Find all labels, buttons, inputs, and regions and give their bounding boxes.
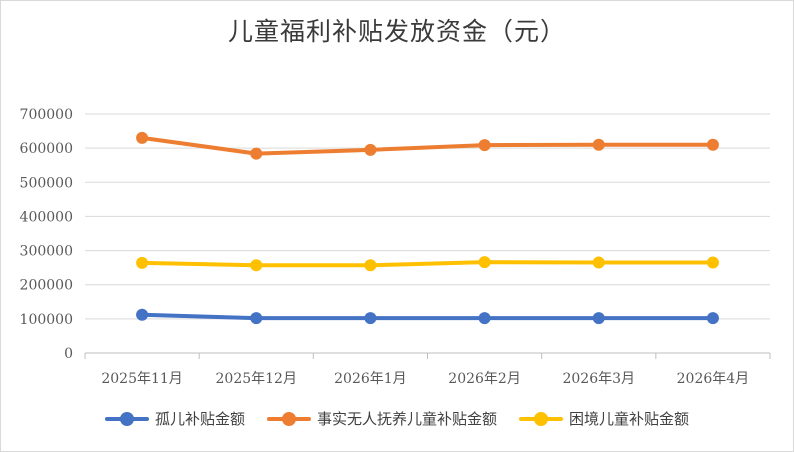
data-point	[136, 131, 149, 144]
legend-swatch	[266, 411, 311, 426]
y-tick-label: 300000	[20, 244, 73, 260]
data-point	[364, 143, 377, 156]
x-axis: 2025年11月 2025年12月 2026年1月 2026年2月 2026年3月 202…	[84, 352, 771, 387]
data-point	[478, 139, 491, 152]
data-point	[364, 312, 377, 325]
legend-item: 孤儿补贴金额	[104, 408, 245, 429]
legend-swatch	[519, 411, 563, 426]
data-point	[136, 308, 149, 321]
y-tick-label: 100000	[20, 312, 73, 328]
series-line	[140, 312, 715, 321]
data-point	[136, 256, 149, 269]
y-tick-label: 0	[64, 346, 73, 362]
data-point	[592, 138, 605, 151]
data-point	[250, 312, 263, 325]
data-point	[706, 312, 719, 325]
data-point	[592, 312, 605, 325]
data-point	[478, 256, 491, 269]
series-line	[140, 135, 715, 156]
data-point	[478, 312, 491, 325]
data-point	[706, 138, 719, 151]
y-tick-label: 700000	[20, 107, 73, 123]
legend-label: 孤儿补贴金额	[154, 410, 245, 428]
chart-title: 儿童福利补贴发放资金（元）	[227, 17, 566, 46]
legend: 孤儿补贴金额 事实无人抚养儿童补贴金额 困境儿童补贴金额	[0, 408, 794, 429]
y-tick-label: 500000	[20, 175, 73, 191]
legend-swatch	[104, 411, 149, 426]
legend-item: 事实无人抚养儿童补贴金额	[266, 408, 497, 429]
data-point	[706, 256, 719, 269]
x-tick-label: 2026年1月	[334, 371, 407, 387]
y-tick-label: 400000	[20, 209, 73, 225]
data-point	[364, 259, 377, 272]
data-point	[250, 147, 263, 160]
y-tick-label: 200000	[20, 278, 73, 294]
x-tick-label: 2025年11月	[101, 371, 182, 387]
series-line	[140, 260, 715, 268]
y-axis: 0 100000 200000 300000 400000 500000 600000 700…	[20, 107, 73, 362]
series-lines	[136, 131, 719, 325]
data-point	[250, 259, 263, 272]
legend-label: 困境儿童补贴金额	[569, 410, 690, 428]
x-tick-label: 2026年3月	[562, 371, 635, 387]
x-tick-label: 2026年2月	[448, 371, 521, 387]
x-tick-label: 2026年4月	[677, 371, 750, 387]
y-tick-label: 600000	[20, 141, 73, 157]
legend-label: 事实无人抚养儿童补贴金额	[316, 410, 497, 428]
legend-item: 困境儿童补贴金额	[519, 408, 689, 429]
x-tick-label: 2025年12月	[216, 371, 297, 387]
data-point	[592, 256, 605, 269]
